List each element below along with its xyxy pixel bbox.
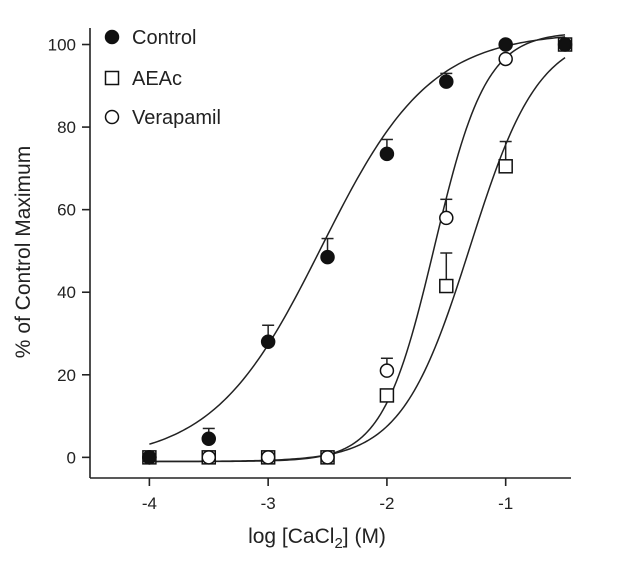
legend-label-verapamil: Verapamil [132,107,221,129]
x-tick-label: -3 [261,494,276,513]
data-point-control [498,37,513,52]
axes [89,28,571,479]
legend-label-control: Control [132,27,196,49]
fit-curve-verapamil [149,34,566,463]
data-point-control [320,249,335,265]
data-point-control [557,37,573,52]
y-tick-label: 100 [48,36,76,55]
data-point-verapamil [260,450,276,465]
legend-label-aeac: AEAc [132,68,182,90]
x-axis-label-subscript: 2 [334,535,342,552]
data-point-verapamil [439,210,454,226]
y-tick-label: 80 [57,118,76,137]
y-tick-label: 40 [57,283,76,302]
legend-marker-control [104,29,120,45]
y-axis-label: % of Control Maximum [12,146,35,358]
data-point-verapamil [498,51,513,67]
x-tick-label: -4 [142,494,157,513]
y-tick-label: 60 [57,201,76,220]
y-tick-label: 0 [67,448,76,467]
legend-marker-verapamil [104,109,120,125]
data-point-aeac [379,388,395,403]
data-point-aeac [439,278,454,294]
data-point-verapamil [201,450,217,465]
error-bars [202,72,512,439]
data-point-control [379,146,395,162]
data-point-control [260,334,276,350]
data-point-control [201,431,217,447]
data-points [142,37,573,465]
legend-marker-aeac [104,70,120,86]
data-point-verapamil [320,450,335,465]
fit-curve-control [149,36,566,445]
y-tick-label: 20 [57,366,76,385]
data-point-verapamil [379,363,395,378]
legend: Control AEAc Verapamil [104,27,221,129]
tick-labels: -4 -3 -2 -1 0 20 40 60 80 100 [48,36,514,513]
data-point-aeac [498,159,513,174]
fit-curves [149,34,566,463]
x-axis-label: log [CaCl2] (M) [248,525,386,552]
data-point-control [142,450,157,465]
data-point-control [439,74,454,89]
x-tick-label: -2 [379,494,394,513]
x-tick-label: -1 [498,494,513,513]
